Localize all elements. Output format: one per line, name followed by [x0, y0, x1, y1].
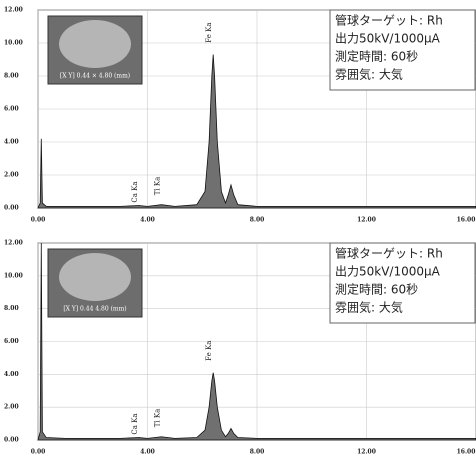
x-tick-label: 8.00 [250, 449, 265, 456]
x-tick-label: 4.00 [140, 449, 155, 456]
info-box [329, 242, 476, 324]
spectrum [37, 242, 476, 441]
x-tick-label: 12.00 [357, 449, 376, 456]
x-tick-label: 8.00 [250, 217, 265, 224]
y-tick-label: 10.00 [4, 40, 23, 47]
x-tick-label: 0.00 [31, 217, 46, 224]
x-tick-label: 16.00 [457, 449, 476, 456]
y-tick-label: 2.00 [4, 404, 19, 411]
peak-label: Ca Ka [131, 181, 139, 202]
sample-shape [59, 253, 131, 301]
peak-label: Ca Ka [131, 413, 139, 434]
y-tick-label: 12.00 [4, 7, 23, 14]
inset-caption: [X Y] 0.44 4.80 (mm) [63, 306, 126, 313]
y-tick-label: 4.00 [4, 371, 19, 378]
y-tick-label: 0.00 [4, 205, 19, 212]
y-tick-label: 2.00 [4, 172, 19, 179]
info-line: 管球ターゲット: Rh [335, 246, 443, 261]
peak-label: Ti Ka [153, 409, 161, 428]
info-line: 測定時間: 60秒 [335, 49, 418, 64]
y-tick-label: 0.00 [4, 437, 19, 444]
y-tick-label: 6.00 [4, 338, 19, 345]
info-box [329, 9, 476, 91]
y-tick-label: 4.00 [4, 139, 19, 146]
x-tick-label: 0.00 [31, 449, 46, 456]
inset-caption: [X Y] 0.44 × 4.80 (mm) [60, 73, 130, 80]
peak-label: Fe Ka [205, 22, 213, 42]
info-line: 測定時間: 60秒 [335, 282, 418, 297]
y-tick-label: 8.00 [4, 73, 19, 80]
sample-shape [59, 20, 131, 68]
info-line: 管球ターゲット: Rh [335, 13, 443, 28]
x-tick-label: 12.00 [357, 217, 376, 224]
y-tick-label: 6.00 [4, 106, 19, 113]
peak-label: Fe Ka [205, 341, 213, 361]
y-tick-label: 8.00 [4, 305, 19, 312]
info-line: 雰囲気: 大気 [335, 300, 403, 315]
x-tick-label: 16.00 [457, 217, 476, 224]
peak-label: Ti Ka [153, 177, 161, 196]
x-tick-label: 4.00 [140, 217, 155, 224]
y-tick-label: 10.00 [4, 272, 23, 279]
spectrum [37, 54, 476, 209]
y-tick-label: 12.00 [4, 240, 23, 247]
info-line: 出力50kV/1000μA [335, 32, 441, 46]
info-line: 雰囲気: 大気 [335, 67, 403, 82]
info-line: 出力50kV/1000μA [335, 265, 441, 279]
